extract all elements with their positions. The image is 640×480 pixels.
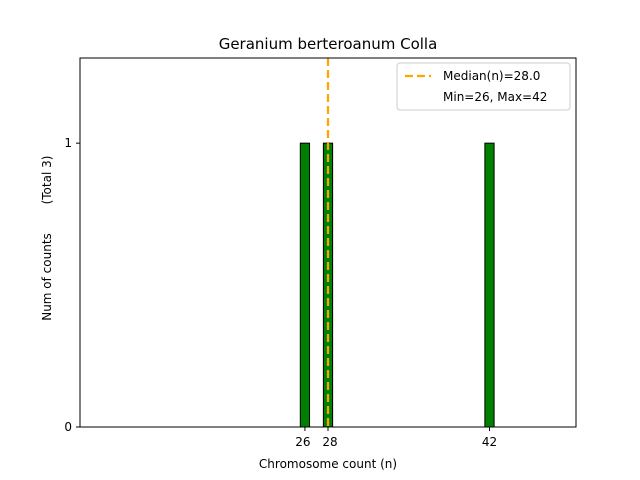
legend-range-label: Min=26, Max=42: [443, 90, 547, 104]
y-axis-total-note: (Total 3): [40, 156, 54, 205]
y-axis-ticks: 01: [64, 136, 80, 434]
x-tick-label-42: 42: [482, 435, 497, 449]
x-tick-label-26: 26: [295, 435, 310, 449]
y-tick-label-1: 1: [64, 136, 72, 150]
legend: Median(n)=28.0 Min=26, Max=42: [396, 62, 571, 111]
bar-42: [484, 142, 495, 428]
x-axis-label: Chromosome count (n): [259, 457, 397, 471]
bars-group: [299, 142, 495, 428]
legend-median-label: Median(n)=28.0: [443, 69, 540, 83]
bar-26: [299, 142, 311, 428]
y-tick-label-0: 0: [64, 420, 72, 434]
x-tick-label-28: 28: [322, 435, 337, 449]
chart-title: Geranium berteroanum Colla: [219, 35, 438, 53]
legend-box: [396, 62, 571, 111]
x-axis-ticks: 26 28 42: [295, 427, 497, 449]
y-axis-label: Num of counts: [40, 233, 54, 321]
